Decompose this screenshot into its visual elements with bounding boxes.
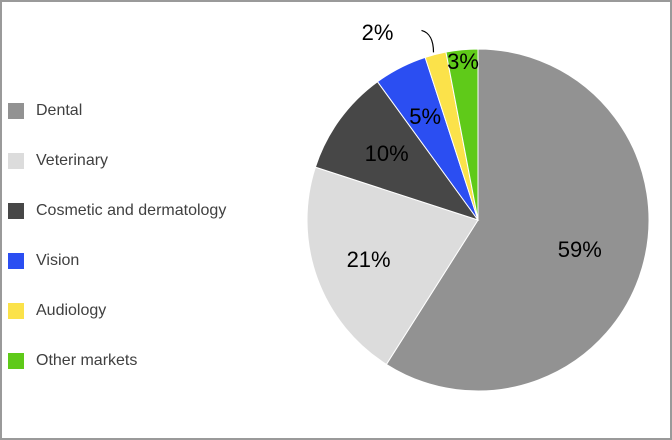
- legend-label-audiology: Audiology: [36, 302, 107, 319]
- legend-swatch-dental: [8, 103, 24, 119]
- legend-item-other-markets: Other markets: [8, 336, 298, 386]
- legend-label-veterinary: Veterinary: [36, 152, 109, 169]
- legend-swatch-cosmetic-dermatology: [8, 203, 24, 219]
- chart-legend: Dental Veterinary Cosmetic and dermatolo…: [8, 86, 298, 386]
- legend-label-cosmetic-dermatology: Cosmetic and dermatology: [36, 202, 227, 219]
- slice-value-label-vision: 5%: [409, 104, 441, 129]
- legend-swatch-veterinary: [8, 153, 24, 169]
- legend-item-vision: Vision: [8, 236, 298, 286]
- legend-swatch-other-markets: [8, 353, 24, 369]
- pie-slices: [306, 48, 650, 392]
- legend-label-dental: Dental: [36, 102, 83, 119]
- slice-value-label-audiology: 2%: [362, 20, 394, 45]
- legend-item-dental: Dental: [8, 86, 298, 136]
- pie-slice-cosmetic-and-dermatology: [314, 80, 480, 221]
- legend-label-other-markets: Other markets: [36, 352, 138, 369]
- slice-value-label-other-markets: 3%: [447, 49, 479, 74]
- slice-value-label-cosmetic-and-dermatology: 10%: [365, 141, 409, 166]
- legend-swatch-audiology: [8, 303, 24, 319]
- legend-item-audiology: Audiology: [8, 286, 298, 336]
- legend-swatch-vision: [8, 253, 24, 269]
- leader-line-audiology: [421, 29, 435, 53]
- pie-leader-lines: [421, 29, 435, 53]
- pie-slice-veterinary: [306, 166, 479, 366]
- pie-slice-dental: [385, 48, 650, 392]
- slice-value-label-dental: 59%: [558, 237, 602, 262]
- legend-item-cosmetic-dermatology: Cosmetic and dermatology: [8, 186, 298, 236]
- slice-value-label-veterinary: 21%: [347, 247, 391, 272]
- legend-item-veterinary: Veterinary: [8, 136, 298, 186]
- pie-value-labels: 59% 21% 10%5% 2% 3%: [347, 20, 602, 272]
- pie-slice-other-markets: [445, 48, 479, 221]
- legend-label-vision: Vision: [36, 252, 80, 269]
